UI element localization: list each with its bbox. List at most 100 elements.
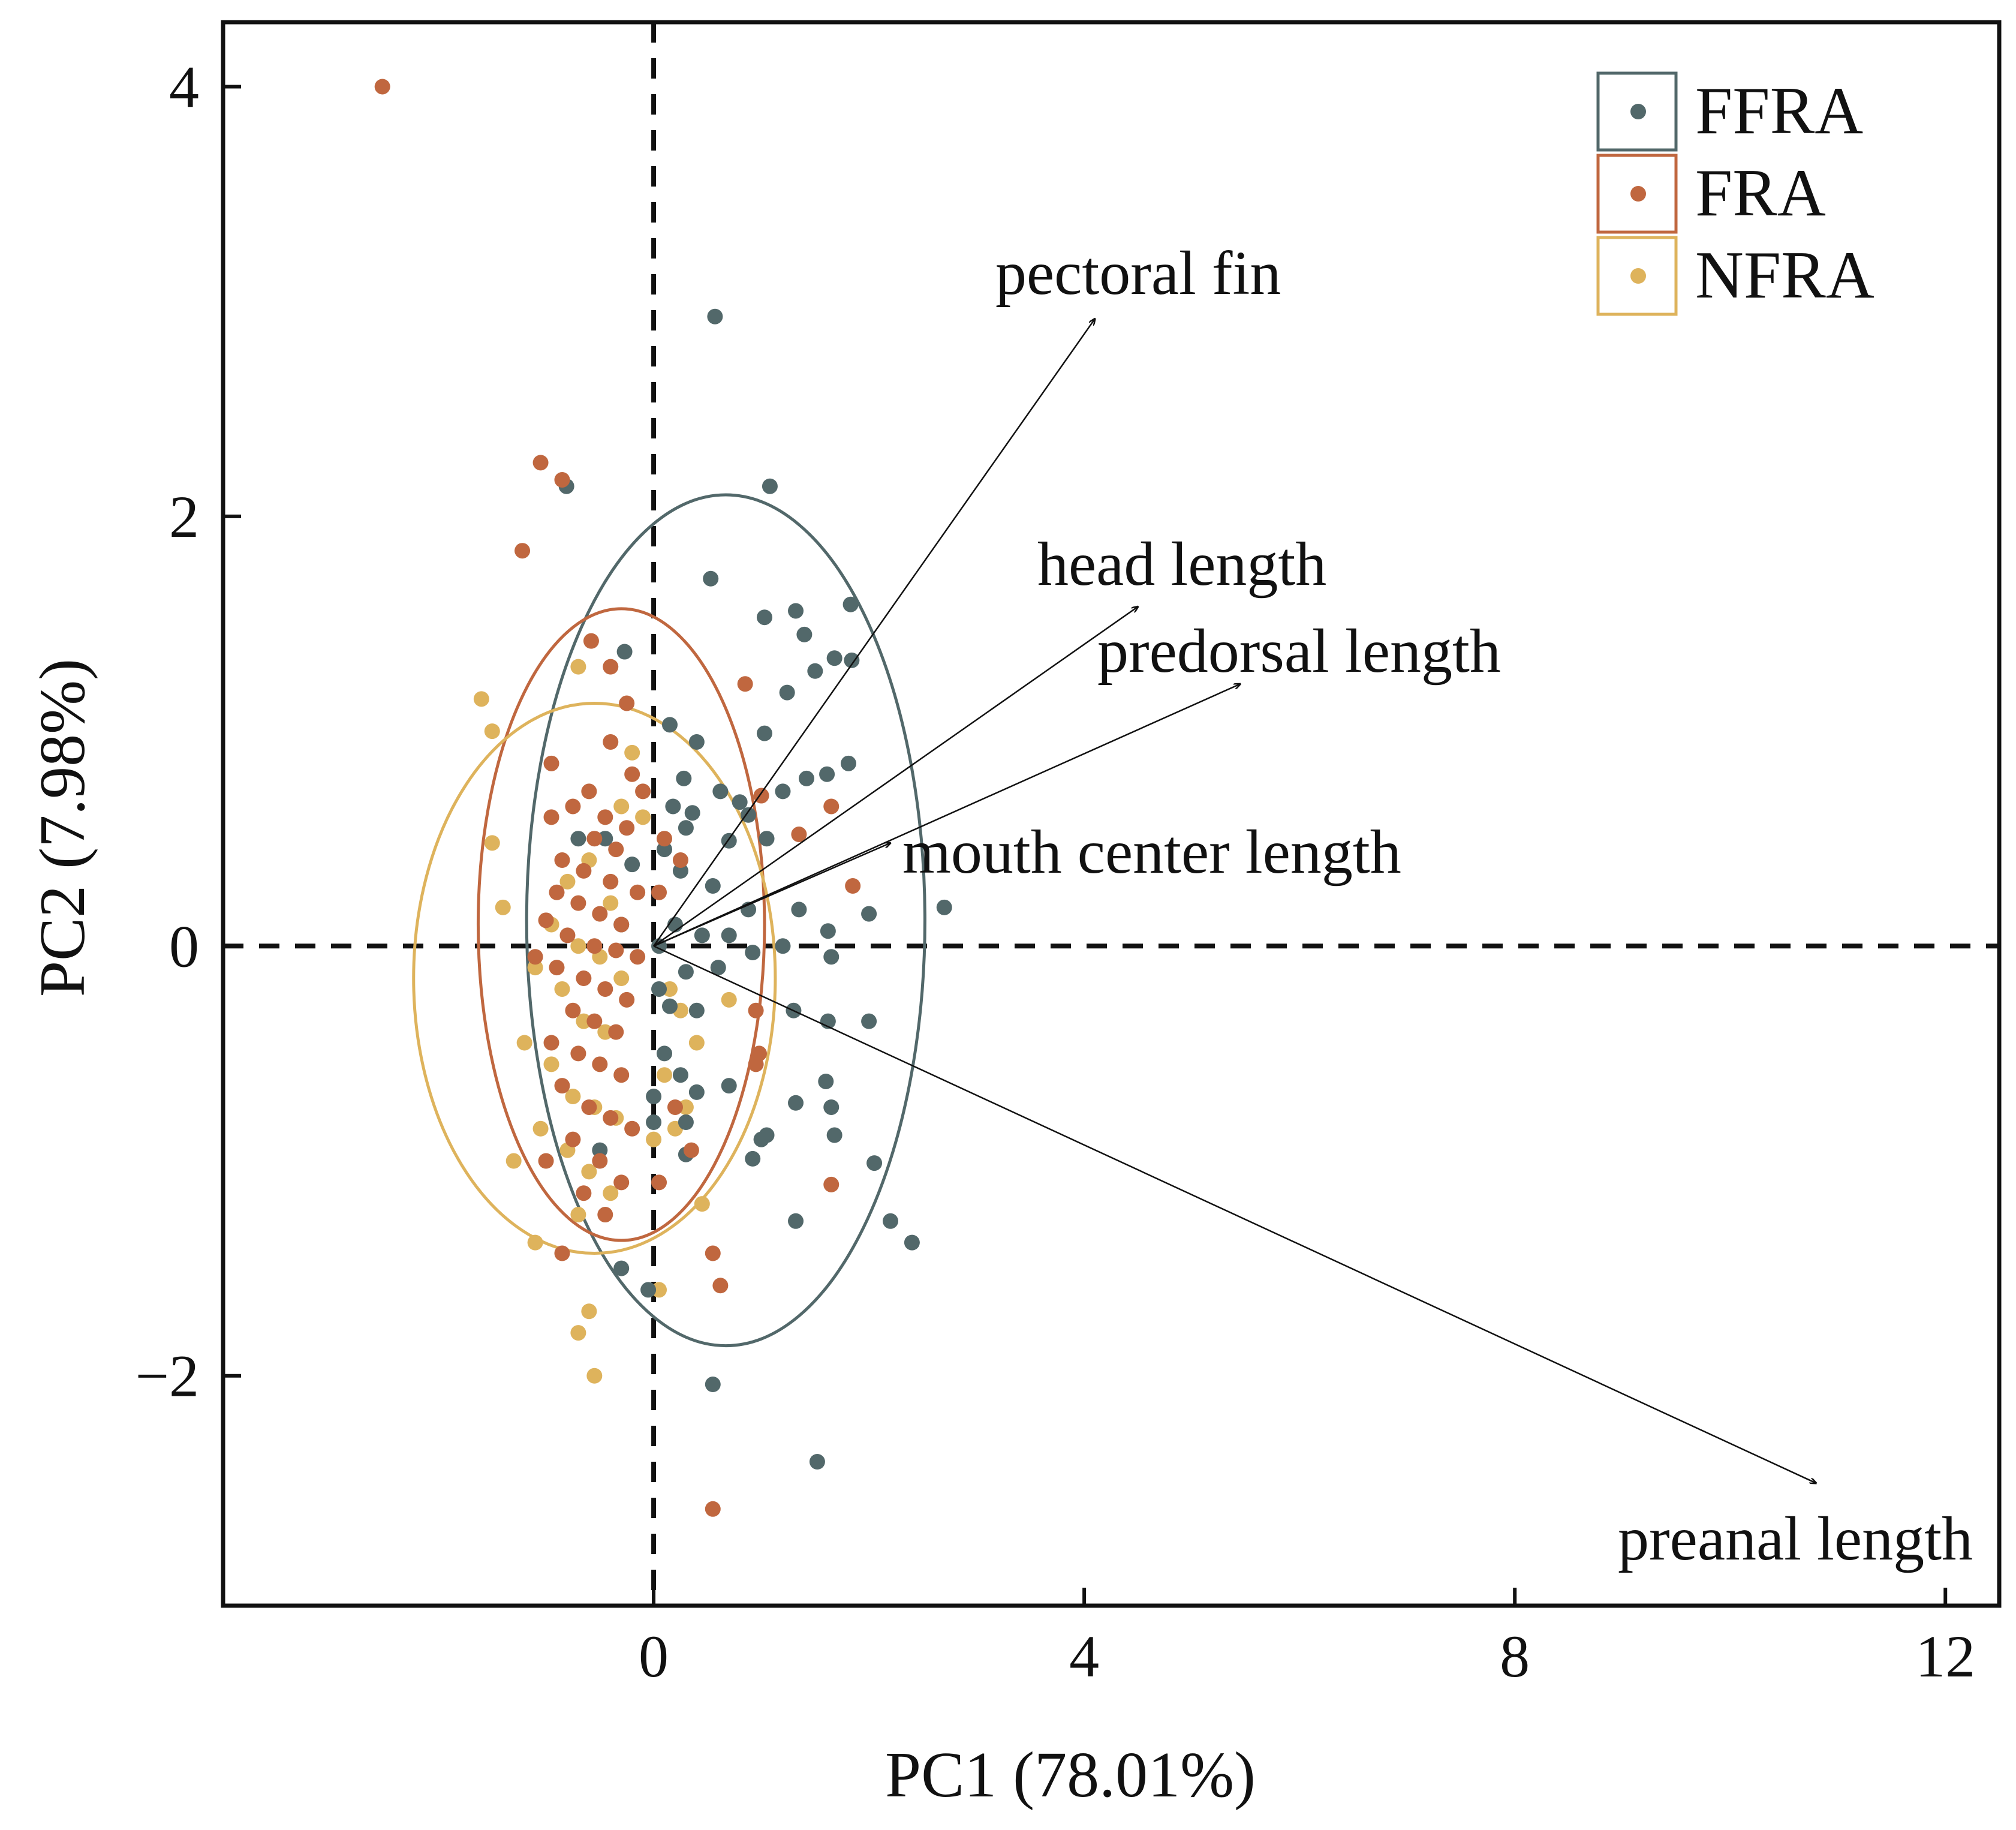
point-nfra (554, 981, 570, 997)
point-nfra (565, 1089, 581, 1105)
point-fra (651, 1174, 667, 1191)
point-nfra (570, 938, 586, 954)
point-ffra (672, 863, 688, 879)
point-ffra (759, 831, 775, 847)
point-ffra (678, 964, 694, 980)
legend-swatch-fra (1596, 154, 1678, 234)
point-nfra (570, 1325, 586, 1341)
plot-frame (221, 20, 2002, 1608)
point-ffra (597, 831, 613, 847)
y-tick-label: −2 (136, 1343, 199, 1410)
point-ffra (826, 1127, 842, 1143)
point-fra (559, 927, 576, 943)
point-fra (845, 878, 861, 894)
point-nfra (597, 1024, 613, 1040)
ellipse-fra (476, 607, 766, 1242)
point-fra (624, 766, 640, 782)
point-ffra (646, 1114, 662, 1131)
point-ffra (646, 1089, 662, 1105)
point-nfra (586, 1368, 603, 1384)
point-ffra (688, 1084, 705, 1100)
point-ffra (741, 807, 757, 823)
x-tick-label: 4 (1069, 1623, 1099, 1690)
point-nfra (624, 744, 640, 761)
point-ffra (640, 1282, 657, 1298)
point-ffra (613, 1260, 630, 1276)
point-fra (514, 543, 531, 559)
point-ffra (661, 998, 678, 1014)
confidence-ellipses (412, 493, 926, 1348)
vector-arrow (653, 684, 1240, 947)
point-ffra (712, 783, 729, 800)
point-ffra (866, 1155, 883, 1171)
point-fra (613, 1067, 630, 1083)
point-fra (527, 949, 543, 965)
point-fra (570, 1045, 586, 1062)
point-nfra (661, 981, 678, 997)
point-fra (608, 842, 624, 858)
y-tick-label: 2 (169, 483, 199, 550)
point-ffra (820, 923, 836, 939)
point-fra (576, 863, 592, 879)
point-ffra (844, 652, 860, 668)
point-ffra (819, 766, 835, 782)
point-ffra (809, 1454, 825, 1470)
point-fra (586, 938, 603, 954)
point-ffra (705, 1377, 721, 1393)
point-nfra (613, 798, 630, 815)
point-ffra (826, 650, 842, 666)
point-nfra (527, 1234, 543, 1251)
point-fra (737, 676, 753, 692)
point-fra (538, 912, 554, 928)
point-fra (374, 79, 390, 95)
point-ffra (753, 1131, 769, 1147)
point-ffra (775, 783, 791, 800)
y-axis-title: PC2 (7.98%) (27, 659, 98, 997)
point-ffra (684, 805, 700, 821)
y-tick-label: 0 (169, 913, 199, 979)
point-ffra (775, 938, 791, 954)
point-ffra (756, 725, 772, 741)
point-fra (705, 1501, 721, 1517)
point-fra (705, 1245, 721, 1261)
y-tick-label: 4 (169, 53, 199, 120)
point-fra (581, 1099, 597, 1115)
legend-swatch-ffra (1596, 71, 1678, 152)
point-ffra (788, 603, 804, 619)
point-fra (583, 633, 599, 649)
axis-ticks: 0 4 8 12 −2 0 2 4 (136, 53, 1976, 1690)
point-fra (592, 1056, 608, 1072)
point-ffra (688, 1002, 705, 1018)
point-ffra (667, 916, 683, 933)
point-ffra (710, 960, 726, 976)
point-ffra (721, 927, 737, 943)
vector-label: head length (1037, 530, 1326, 599)
point-ffra (694, 927, 710, 943)
vector-arrow (653, 945, 1816, 1483)
point-fra (554, 852, 570, 869)
point-ffra (721, 1078, 737, 1094)
point-ffra (705, 878, 721, 894)
point-ffra (796, 626, 813, 642)
point-ffra (788, 1095, 804, 1111)
point-nfra (613, 970, 630, 987)
point-fra (543, 755, 559, 771)
point-fra (565, 1131, 581, 1147)
point-fra (543, 1035, 559, 1051)
x-tick-label: 12 (1915, 1623, 1975, 1690)
point-ffra (861, 1013, 877, 1029)
point-fra (576, 970, 592, 987)
point-fra (597, 981, 613, 997)
point-fra (586, 1013, 603, 1029)
point-fra (586, 831, 603, 847)
point-ffra (840, 755, 856, 771)
point-ffra (661, 717, 678, 733)
point-ffra (657, 1045, 673, 1062)
point-fra (592, 906, 608, 922)
legend-label: FRA (1695, 156, 1826, 230)
point-fra (549, 960, 565, 976)
legend-label: FFRA (1695, 74, 1863, 148)
point-fra (608, 942, 624, 958)
vector-arrow (653, 606, 1138, 947)
